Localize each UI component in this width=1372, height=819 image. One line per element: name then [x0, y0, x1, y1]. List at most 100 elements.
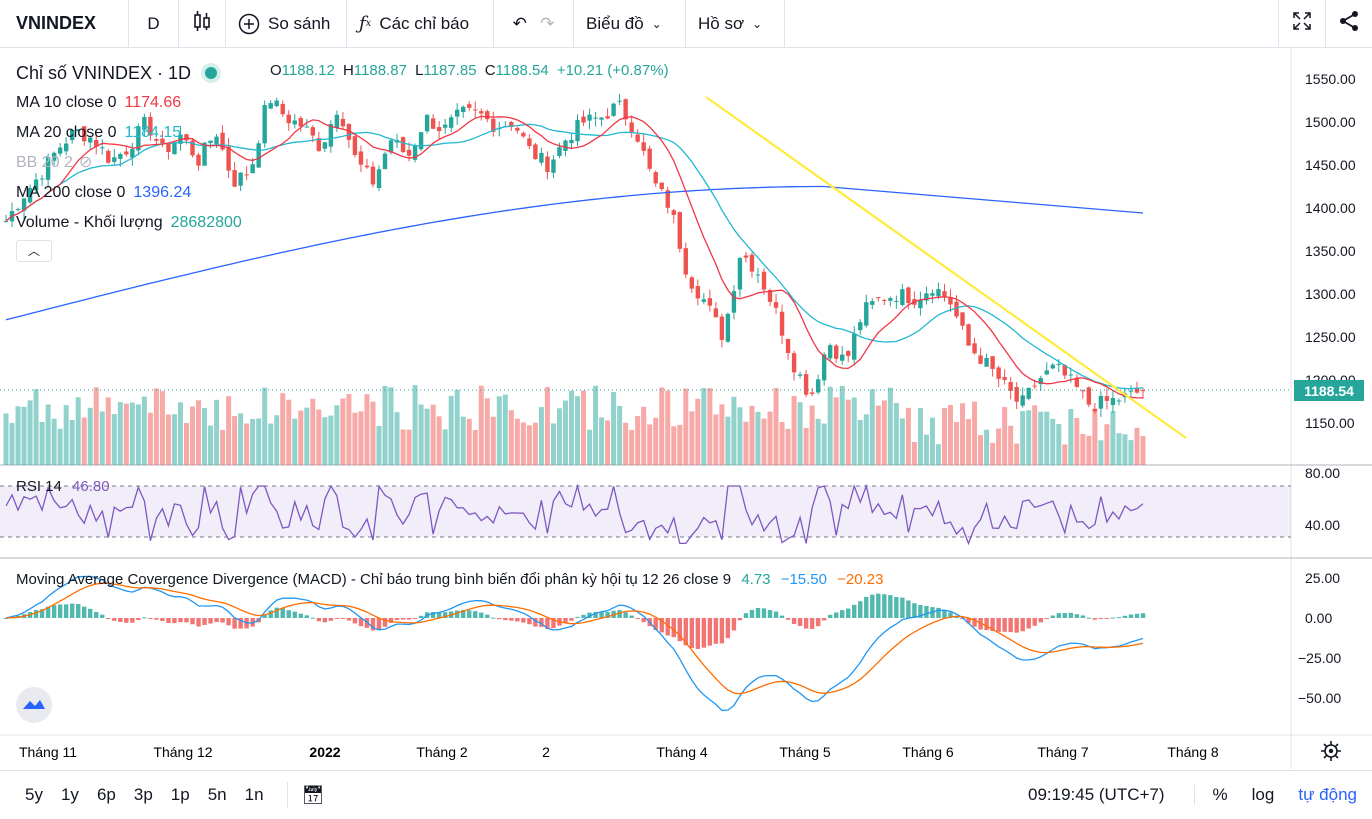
log-toggle[interactable]: log [1251, 785, 1275, 804]
ma200-row[interactable]: MA 200 close 0 1396.24 [16, 178, 242, 208]
low-label: L [415, 62, 424, 79]
volume-bar [171, 414, 177, 465]
range-3m[interactable]: 3p [133, 785, 153, 804]
volume-bar [394, 412, 400, 465]
macd-hist-bar [406, 618, 412, 620]
macd-hist-bar [773, 611, 779, 618]
macd-hist-bar [1050, 615, 1055, 618]
ma20-value: 1184.15 [124, 124, 182, 141]
macd-hist-bar [148, 618, 153, 619]
collapse-legend-button[interactable]: ︿ [16, 240, 52, 262]
range-1d[interactable]: 1n [244, 785, 264, 804]
macd-hist-bar [364, 618, 370, 628]
macd-hist-bar [57, 604, 63, 618]
candle-body [833, 345, 839, 359]
candle-body [930, 293, 935, 296]
range-1m[interactable]: 1p [170, 785, 190, 804]
candle-body [382, 153, 388, 170]
candle-body [791, 353, 797, 373]
macd-hist-bar [112, 618, 117, 621]
volume-bar [448, 395, 454, 465]
range-5d[interactable]: 5n [207, 785, 227, 804]
chart-type-dropdown[interactable]: Biểu đồ ⌄ [574, 0, 686, 48]
volume-bar [587, 429, 593, 465]
candle-body [244, 174, 249, 176]
candle-body [996, 367, 1001, 379]
trendline[interactable] [705, 96, 1187, 439]
macd-hist-bar [51, 605, 57, 618]
volume-bar [1074, 418, 1080, 465]
candle-body [545, 156, 550, 173]
candle-body [479, 111, 484, 114]
volume-bar [33, 389, 39, 465]
range-5y[interactable]: 5y [25, 785, 43, 804]
volume-bar [418, 404, 424, 465]
volume-bar [556, 408, 562, 465]
profile-dropdown[interactable]: Hồ sơ ⌄ [686, 0, 785, 48]
candle-body [238, 172, 243, 186]
candle-body [894, 300, 899, 302]
range-6m[interactable]: 6p [96, 785, 116, 804]
symbol-search[interactable]: VNINDEX [0, 0, 129, 48]
bb-row[interactable]: BB 20 2 ⊘ [16, 148, 242, 178]
volume-label: Volume - Khối lượng [16, 214, 163, 231]
candle-body [755, 274, 761, 276]
macd-hist-bar [1134, 613, 1140, 618]
volume-bar [478, 385, 484, 465]
macd-hist-bar [220, 618, 225, 623]
volume-bar [731, 396, 737, 465]
macd-hist-bar [370, 618, 376, 631]
macd-hist-bar [485, 614, 490, 618]
interval-button[interactable]: D [129, 0, 179, 48]
volume-bar [532, 422, 538, 465]
high-label: H [342, 62, 354, 79]
candle-body [635, 134, 640, 142]
candle-body [1014, 386, 1019, 402]
macd-hist-bar [208, 618, 213, 624]
macd-hist-bar [316, 618, 322, 622]
ma20-row[interactable]: MA 20 close 0 1184.15 [16, 118, 242, 148]
macd-hist-bar [497, 618, 502, 620]
share-button[interactable] [1326, 0, 1372, 48]
candle-body [1074, 378, 1080, 387]
go-to-date-icon[interactable]: 📅︎ [301, 784, 325, 805]
time-label: Tháng 4 [656, 744, 708, 760]
undo-icon[interactable]: ↶ [512, 13, 527, 33]
volume-bar [911, 441, 917, 465]
compare-button[interactable]: So sánh [226, 0, 347, 48]
chevron-up-icon: ︿ [27, 244, 40, 258]
chart-type-label: Biểu đồ [586, 13, 644, 33]
candle-body [328, 123, 334, 147]
percent-toggle[interactable]: % [1193, 785, 1237, 805]
time-label: Tháng 8 [1167, 744, 1219, 760]
volume-bar [1044, 411, 1050, 465]
fullscreen-button[interactable] [1278, 0, 1326, 48]
rsi-value: 46.80 [72, 478, 110, 495]
macd-hist-bar [918, 605, 923, 618]
candle-style-button[interactable] [179, 0, 226, 48]
macd-hist-bar [593, 611, 598, 618]
volume-bar [773, 388, 779, 465]
settings-gear-icon[interactable] [1321, 741, 1341, 761]
auto-scale-toggle[interactable]: tự động [1298, 785, 1357, 804]
range-1y[interactable]: 1y [60, 785, 79, 804]
volume-row[interactable]: Volume - Khối lượng 28682800 [16, 208, 242, 238]
price-tick: 1450.00 [1305, 157, 1356, 173]
volume-bar [358, 411, 364, 465]
redo-icon[interactable]: ↷ [540, 13, 555, 33]
tradingview-logo[interactable] [16, 687, 52, 723]
macd-hist-bar [166, 618, 171, 624]
volume-bar [51, 418, 57, 465]
volume-bar [659, 387, 665, 465]
macd-legend[interactable]: Moving Average Covergence Divergence (MA… [16, 571, 883, 588]
clock[interactable]: 09:19:45 (UTC+7) [1027, 785, 1165, 804]
ma10-row[interactable]: MA 10 close 0 1174.66 [16, 88, 242, 118]
chart-canvas[interactable]: 1550.00 1500.00 1450.00 1400.00 1350.00 1300.… [0, 49, 1372, 769]
candle-body [701, 299, 707, 302]
volume-bar [346, 394, 352, 465]
rsi-legend[interactable]: RSI 14 46.80 [16, 478, 110, 495]
eye-hidden-icon[interactable]: ⊘ [78, 154, 93, 171]
candlestick-icon [192, 10, 212, 37]
macd-hist-bar [358, 618, 364, 627]
